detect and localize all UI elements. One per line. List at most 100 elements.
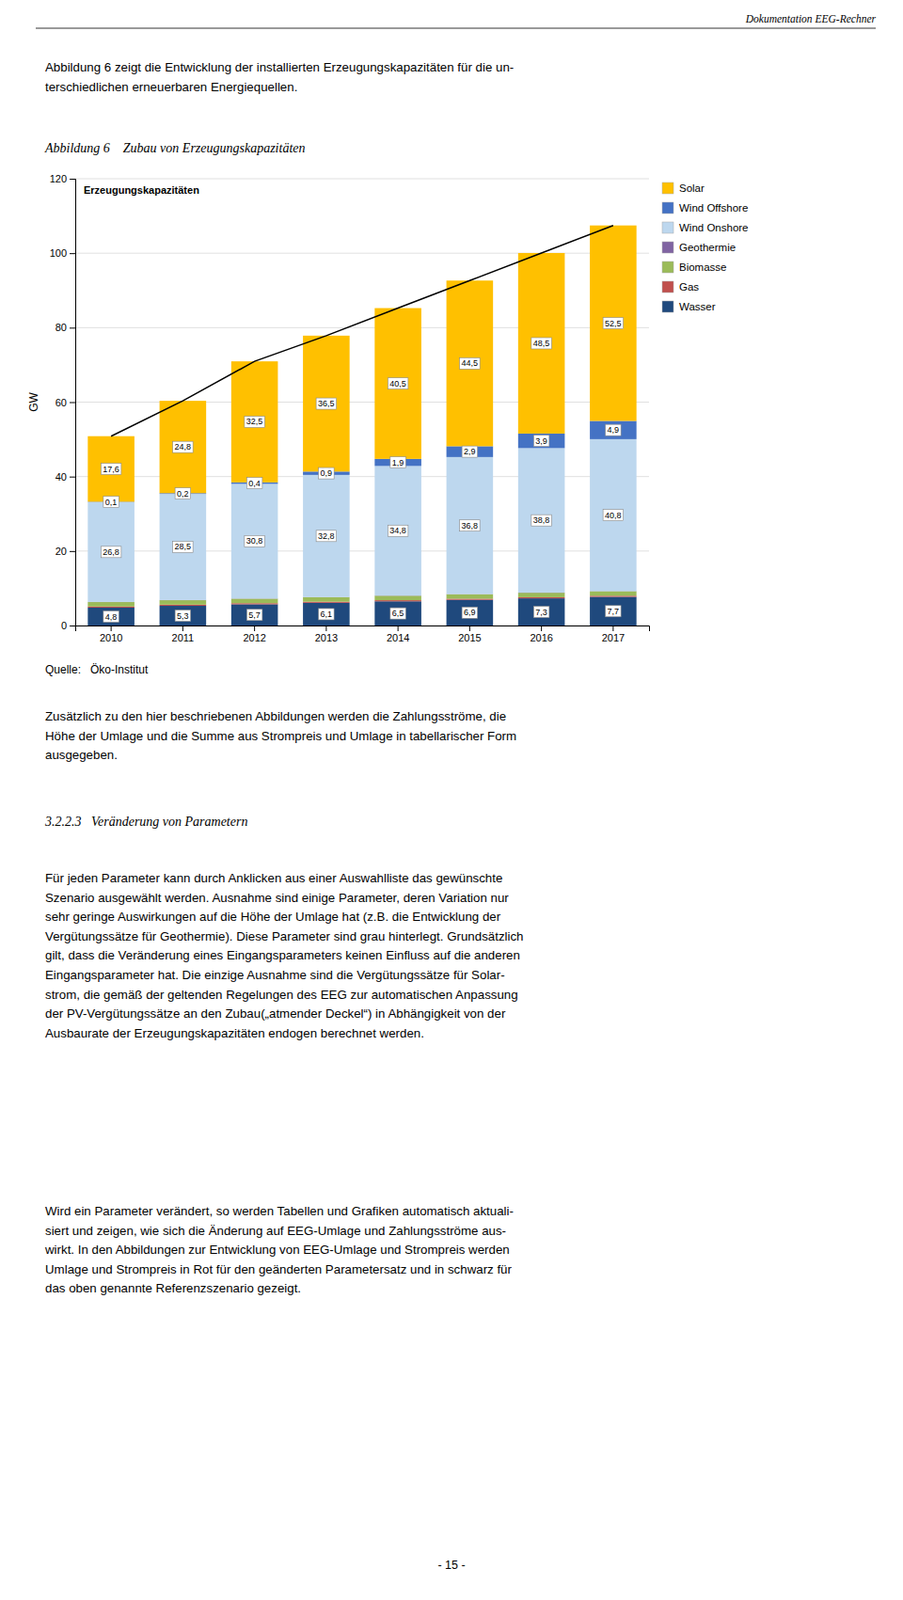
legend-label: Wind Offshore	[679, 202, 748, 214]
tick-label: 2017	[602, 632, 625, 644]
bar	[374, 600, 422, 602]
data-label-text: 3,9	[535, 436, 548, 446]
data-label: 17,6	[100, 463, 122, 476]
data-label-box	[459, 357, 481, 369]
data-label: 52,5	[602, 317, 624, 330]
data-label-box	[318, 608, 335, 620]
data-label-box	[602, 509, 624, 522]
tick-label: 2011	[172, 632, 195, 644]
intro-text: Abbildung 6 zeigt die Entwicklung der in…	[45, 60, 514, 75]
data-label-text: 7,7	[607, 606, 620, 617]
bar	[87, 502, 135, 602]
data-label: 0,9	[318, 467, 335, 479]
tick: 2014	[386, 625, 410, 644]
tick: 2012	[242, 625, 266, 644]
bar	[159, 604, 207, 606]
data-label: 38,8	[531, 514, 553, 526]
tick-label: 2010	[99, 632, 123, 644]
legend-item: Wind Onshore	[662, 221, 749, 234]
data-label-box	[605, 605, 622, 618]
data-label-text: 5,7	[248, 610, 261, 620]
data-label-text: 0,9	[320, 468, 333, 478]
tick-mark	[540, 625, 542, 632]
bar	[231, 483, 279, 599]
data-label: 4,8	[103, 611, 120, 623]
data-label-box	[461, 606, 478, 618]
legend-label: Geothermie	[679, 241, 736, 254]
legend-item: Wasser	[662, 301, 716, 313]
data-label-text: 17,6	[102, 464, 120, 475]
marks	[87, 225, 636, 626]
tick-mark	[253, 625, 255, 632]
data-label-text: 0,2	[176, 489, 190, 499]
data-label-box	[531, 514, 553, 526]
data-label: 0,4	[246, 477, 263, 490]
bar	[589, 225, 637, 422]
data-label: 28,5	[173, 540, 194, 553]
body-text: Zusätzlich zu den hier beschriebenen Abb…	[45, 709, 507, 724]
axis-title: GW	[27, 392, 41, 412]
tick-label: 2015	[458, 632, 481, 644]
data-label-box	[531, 337, 553, 349]
data-label-box	[390, 607, 407, 619]
data-label-text: 26,8	[102, 547, 120, 557]
tick-label: 2014	[386, 632, 410, 644]
tick-mark	[69, 625, 76, 627]
bar	[518, 433, 566, 448]
data-label: 36,8	[459, 520, 481, 532]
tick: 2017	[602, 625, 625, 644]
tick-label: 40	[55, 471, 67, 483]
data-label: 30,8	[244, 535, 266, 547]
data-label-box	[533, 435, 550, 447]
data-label-box	[533, 606, 550, 618]
legend-item: Gas	[662, 281, 699, 293]
section-title: 3.2.2.3 Veränderung von Parametern	[44, 814, 248, 829]
total-line	[110, 225, 614, 437]
data-label-box	[390, 457, 407, 469]
page: Dokumentation EEG-Rechner Abbildung 6 zei…	[0, 0, 903, 1600]
figure-title: Abbildung 6 Zubau von Erzeugungskapazitä…	[44, 141, 306, 156]
data-label-text: 44,5	[461, 358, 479, 368]
tick-mark	[69, 476, 76, 478]
tick: 60	[55, 396, 76, 409]
bar	[231, 361, 279, 483]
data-label: 1,9	[390, 457, 407, 469]
legend-label: Wind Onshore	[679, 221, 749, 234]
data-label: 3,9	[533, 435, 550, 447]
bar	[374, 308, 422, 460]
bar	[446, 457, 494, 595]
tick-mark	[69, 178, 76, 180]
data-label-box	[246, 477, 263, 490]
bar	[159, 600, 207, 605]
data-label: 32,8	[316, 530, 337, 542]
data-label-box	[103, 496, 120, 508]
tick: 120	[49, 173, 76, 185]
bar-series	[87, 597, 636, 626]
legend-label: Gas	[679, 281, 699, 293]
data-label-box	[103, 611, 120, 623]
data-label: 5,7	[246, 609, 263, 621]
bar	[589, 595, 637, 597]
tick-mark	[69, 327, 76, 329]
body-text: Szenario ausgewählt werden. Ausnahme sin…	[45, 890, 509, 905]
bar	[231, 602, 279, 604]
legend-item: Biomasse	[662, 261, 728, 273]
data-label: 0,2	[174, 488, 191, 500]
tick: 0	[61, 619, 76, 632]
data-label-box	[174, 488, 191, 500]
data-label-box	[173, 540, 194, 553]
body-text: Höhe der Umlage und die Summe aus Stromp…	[45, 728, 517, 744]
tick-label: 20	[55, 545, 67, 557]
grid-line	[75, 178, 650, 180]
legend-swatch	[662, 221, 674, 234]
body-text: strom, die gemäß der geltenden Regelunge…	[45, 987, 519, 1002]
bar	[159, 493, 207, 601]
tick: 2010	[99, 625, 123, 644]
data-label-box	[387, 524, 409, 537]
page-header: Dokumentation EEG-Rechner	[744, 13, 877, 25]
data-label: 7,3	[533, 606, 550, 618]
data-label-text: 2,9	[463, 446, 476, 457]
legend-label: Wasser	[679, 301, 716, 313]
legend-label: Solar	[679, 182, 705, 194]
bar	[302, 602, 350, 626]
